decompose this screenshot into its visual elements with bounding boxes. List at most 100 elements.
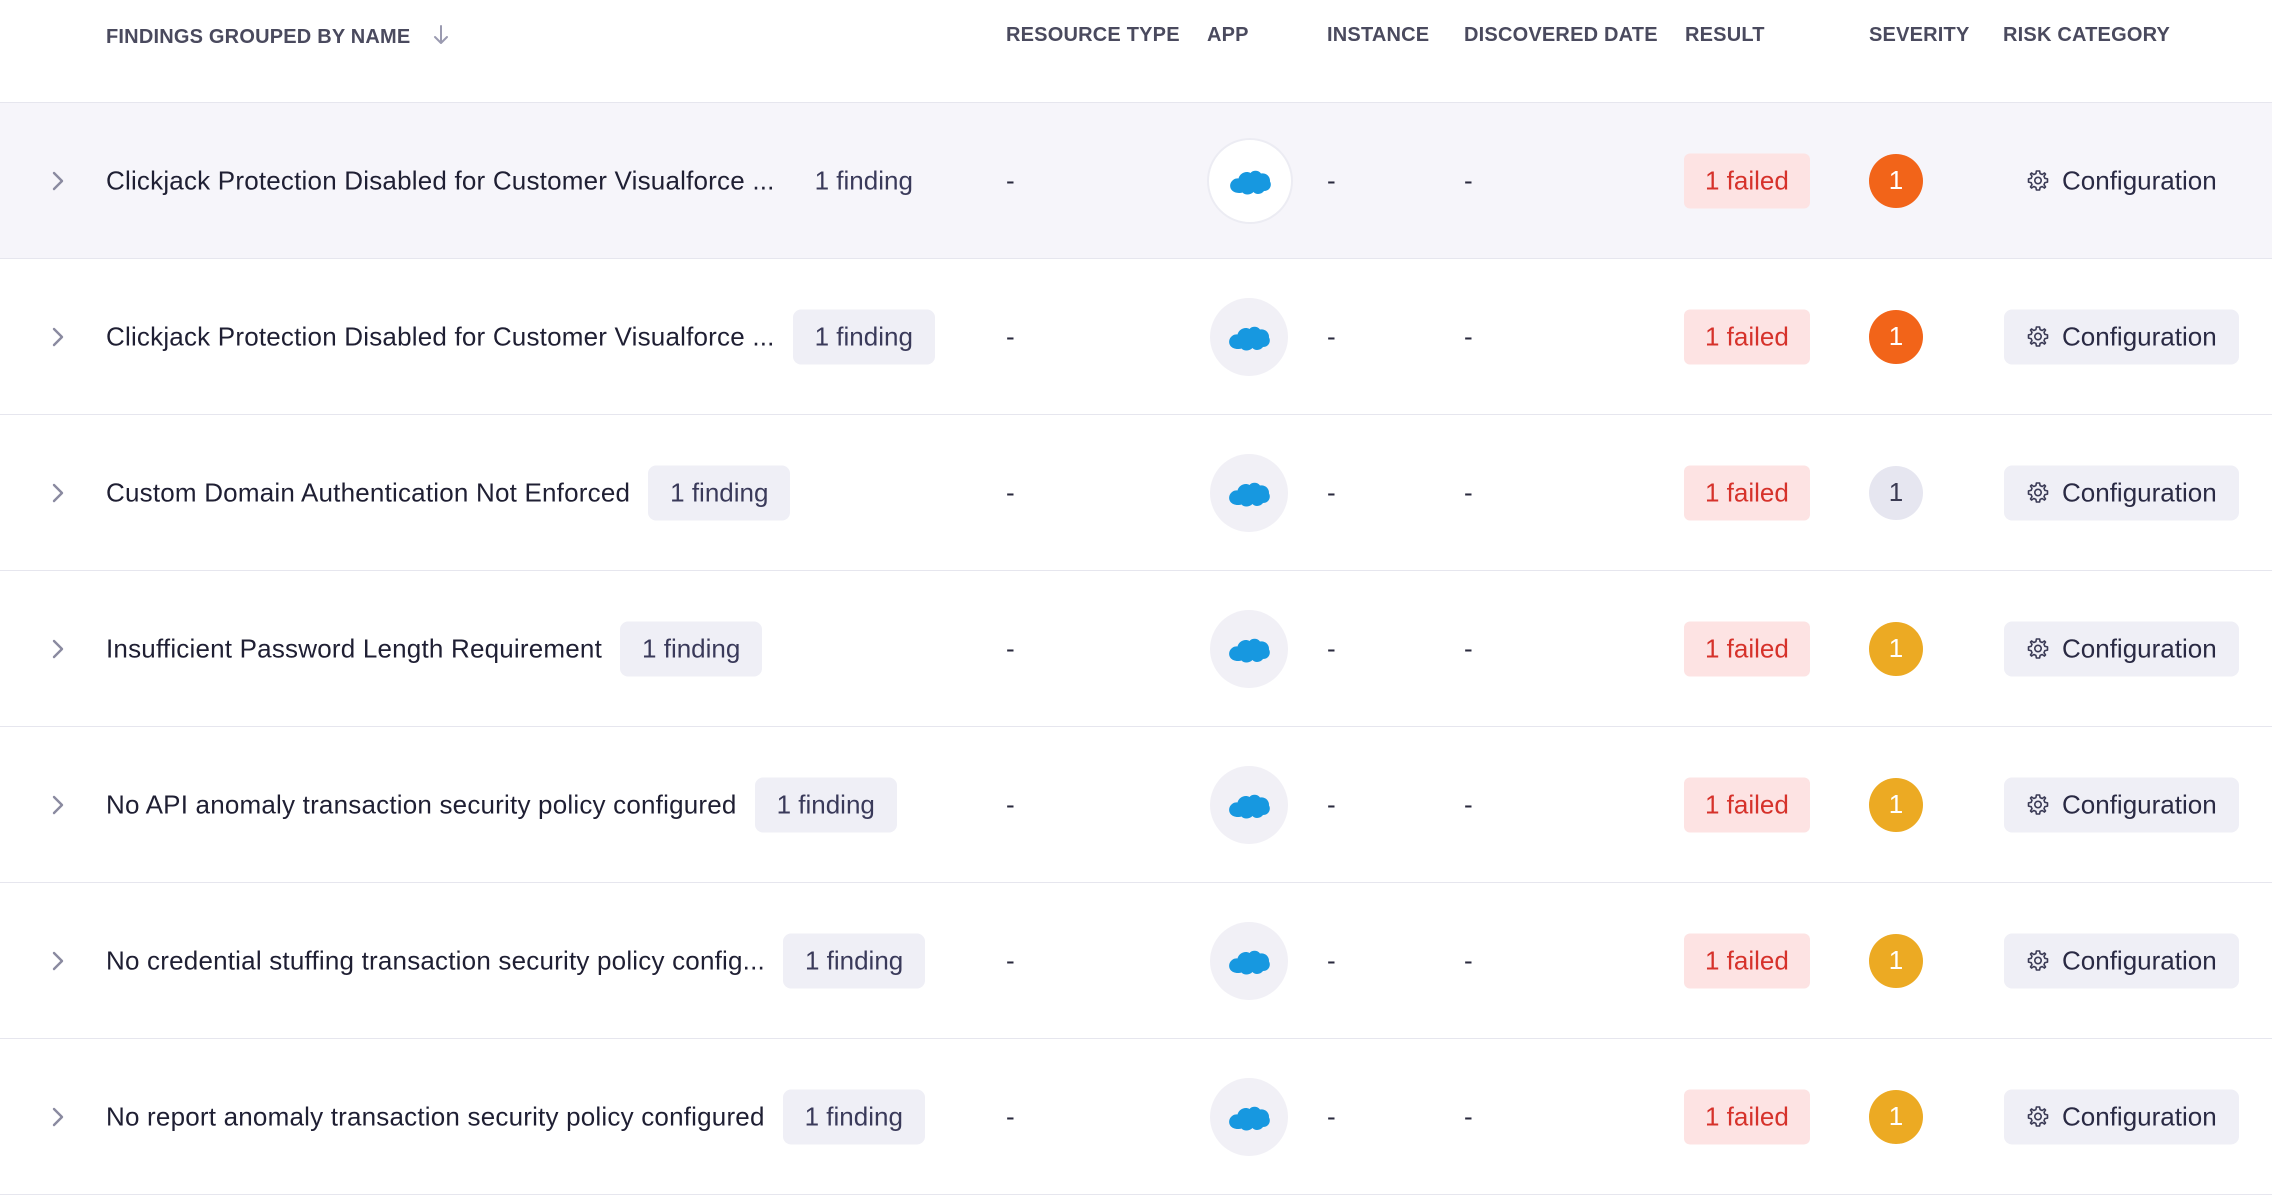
table-row[interactable]: Insufficient Password Length Requirement… — [0, 571, 2272, 727]
finding-name: Clickjack Protection Disabled for Custom… — [106, 321, 775, 351]
table-header: FINDINGS GROUPED BY NAME RESOURCE TYPE A… — [0, 0, 2272, 103]
finding-name-cell[interactable]: No credential stuffing transaction secur… — [106, 933, 926, 988]
finding-name: Custom Domain Authentication Not Enforce… — [106, 477, 631, 507]
severity-badge: 1 — [1869, 465, 1923, 520]
expand-chevron-right-icon[interactable] — [46, 1105, 70, 1129]
expand-chevron-right-icon[interactable] — [46, 169, 70, 193]
risk-category-label: Configuration — [2062, 321, 2217, 351]
discovered-date-value: - — [1464, 165, 1473, 195]
finding-name: No report anomaly transaction security p… — [106, 1101, 765, 1131]
risk-category-chip[interactable]: Configuration — [2004, 465, 2239, 520]
risk-category-label: Configuration — [2062, 477, 2217, 507]
instance-value: - — [1327, 321, 1336, 351]
risk-category-chip[interactable]: Configuration — [2004, 309, 2239, 364]
resource-type-value: - — [1006, 477, 1015, 507]
gear-icon — [2026, 1105, 2050, 1129]
expand-chevron-right-icon[interactable] — [46, 481, 70, 505]
discovered-date-value: - — [1464, 945, 1473, 975]
discovered-date-value: - — [1464, 1101, 1473, 1131]
risk-category-chip[interactable]: Configuration — [2004, 933, 2239, 988]
table-row[interactable]: Clickjack Protection Disabled for Custom… — [0, 259, 2272, 415]
severity-badge: 1 — [1869, 933, 1923, 988]
column-header-severity[interactable]: SEVERITY — [1869, 24, 1970, 46]
finding-name-cell[interactable]: Custom Domain Authentication Not Enforce… — [106, 465, 791, 520]
discovered-date-value: - — [1464, 321, 1473, 351]
column-header-name[interactable]: FINDINGS GROUPED BY NAME — [106, 24, 450, 52]
finding-name-cell[interactable]: Insufficient Password Length Requirement… — [106, 621, 763, 676]
expand-chevron-right-icon[interactable] — [46, 793, 70, 817]
result-failed-badge: 1 failed — [1684, 1089, 1810, 1144]
column-header-resource-type[interactable]: RESOURCE TYPE — [1006, 24, 1180, 46]
salesforce-cloud-icon — [1210, 765, 1288, 844]
result-failed-badge: 1 failed — [1684, 153, 1810, 208]
gear-icon — [2026, 481, 2050, 505]
column-header-instance[interactable]: INSTANCE — [1327, 24, 1430, 46]
finding-name: Insufficient Password Length Requirement — [106, 633, 603, 663]
expand-chevron-right-icon[interactable] — [46, 949, 70, 973]
salesforce-cloud-icon — [1210, 609, 1288, 688]
salesforce-cloud-icon — [1210, 453, 1288, 532]
finding-count-badge: 1 finding — [792, 309, 935, 364]
severity-badge: 1 — [1869, 309, 1923, 364]
sort-arrow-down-icon[interactable] — [432, 24, 450, 52]
discovered-date-value: - — [1464, 789, 1473, 819]
salesforce-cloud-icon — [1210, 1077, 1288, 1156]
table-row[interactable]: No API anomaly transaction security poli… — [0, 727, 2272, 883]
result-failed-badge: 1 failed — [1684, 621, 1810, 676]
finding-name-cell[interactable]: No report anomaly transaction security p… — [106, 1089, 925, 1144]
column-header-discovered-date[interactable]: DISCOVERED DATE — [1464, 24, 1658, 46]
finding-name-cell[interactable]: Clickjack Protection Disabled for Custom… — [106, 153, 935, 208]
result-failed-badge: 1 failed — [1684, 777, 1810, 832]
table-row[interactable]: No credential stuffing transaction secur… — [0, 883, 2272, 1039]
table-row[interactable]: Clickjack Protection Disabled for Custom… — [0, 103, 2272, 259]
result-failed-badge: 1 failed — [1684, 465, 1810, 520]
resource-type-value: - — [1006, 165, 1015, 195]
table-row[interactable]: No report anomaly transaction security p… — [0, 1039, 2272, 1195]
risk-category-label: Configuration — [2062, 945, 2217, 975]
finding-count-badge: 1 finding — [754, 777, 897, 832]
instance-value: - — [1327, 633, 1336, 663]
instance-value: - — [1327, 1101, 1336, 1131]
salesforce-cloud-icon — [1210, 921, 1288, 1000]
risk-category-label: Configuration — [2062, 633, 2217, 663]
gear-icon — [2026, 793, 2050, 817]
gear-icon — [2026, 949, 2050, 973]
gear-icon — [2026, 169, 2050, 193]
finding-name: Clickjack Protection Disabled for Custom… — [106, 165, 775, 195]
risk-category-chip[interactable]: Configuration — [2004, 1089, 2239, 1144]
instance-value: - — [1327, 165, 1336, 195]
result-failed-badge: 1 failed — [1684, 309, 1810, 364]
column-header-risk-category[interactable]: RISK CATEGORY — [2003, 24, 2171, 46]
risk-category-chip[interactable]: Configuration — [2004, 777, 2239, 832]
resource-type-value: - — [1006, 945, 1015, 975]
finding-name: No API anomaly transaction security poli… — [106, 789, 737, 819]
finding-name-cell[interactable]: Clickjack Protection Disabled for Custom… — [106, 309, 935, 364]
severity-badge: 1 — [1869, 153, 1923, 208]
table-body: Clickjack Protection Disabled for Custom… — [0, 103, 2272, 1195]
finding-count-badge: 1 finding — [814, 165, 913, 195]
severity-badge: 1 — [1869, 777, 1923, 832]
table-row[interactable]: Custom Domain Authentication Not Enforce… — [0, 415, 2272, 571]
resource-type-value: - — [1006, 633, 1015, 663]
discovered-date-value: - — [1464, 477, 1473, 507]
gear-icon — [2026, 325, 2050, 349]
finding-name-cell[interactable]: No API anomaly transaction security poli… — [106, 777, 897, 832]
risk-category-chip[interactable]: Configuration — [2004, 153, 2239, 208]
risk-category-label: Configuration — [2062, 165, 2217, 195]
expand-chevron-right-icon[interactable] — [46, 637, 70, 661]
expand-chevron-right-icon[interactable] — [46, 325, 70, 349]
finding-count-badge: 1 finding — [782, 933, 926, 988]
instance-value: - — [1327, 477, 1336, 507]
severity-badge: 1 — [1869, 621, 1923, 676]
column-header-app[interactable]: APP — [1207, 24, 1249, 46]
risk-category-label: Configuration — [2062, 789, 2217, 819]
finding-count-badge: 1 finding — [620, 621, 763, 676]
resource-type-value: - — [1006, 1101, 1015, 1131]
risk-category-chip[interactable]: Configuration — [2004, 621, 2239, 676]
instance-value: - — [1327, 945, 1336, 975]
column-header-result[interactable]: RESULT — [1685, 24, 1765, 46]
salesforce-cloud-icon — [1210, 297, 1288, 376]
resource-type-value: - — [1006, 789, 1015, 819]
result-failed-badge: 1 failed — [1684, 933, 1810, 988]
instance-value: - — [1327, 789, 1336, 819]
